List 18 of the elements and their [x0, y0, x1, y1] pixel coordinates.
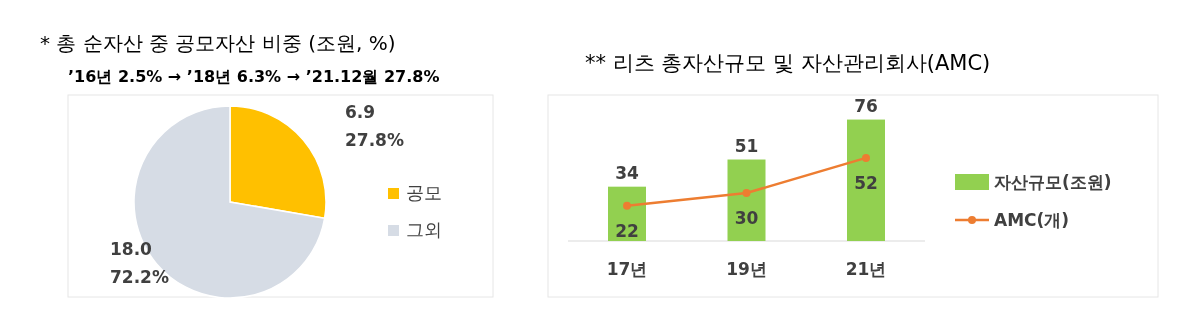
x-tick-label: 21년 [845, 259, 887, 279]
data-label: 34 [615, 162, 639, 183]
data-label: 52 [854, 172, 878, 193]
data-label: 6.9 27.8% [345, 102, 404, 150]
data-label: 76 [854, 95, 878, 116]
chart-title: * 총 순자산 중 공모자산 비중 (조원, %) [40, 31, 396, 55]
legend-label: 공모 [406, 182, 442, 203]
x-tick-label: 19년 [726, 259, 767, 279]
legend-label: AMC(개) [994, 210, 1070, 230]
chart-subtitle: ’16년 2.5% → ’18년 6.3% → ’21.12월 27.8% [68, 67, 440, 86]
legend-label: 자산규모(조원) [994, 172, 1112, 192]
chart-title: ** 리츠 총자산규모 및 자산관리회사(AMC) [585, 51, 991, 75]
data-label: 30 [734, 208, 759, 229]
x-tick-label: 17년 [606, 259, 648, 279]
data-label: 18.0 72.2% [110, 239, 169, 287]
legend-label: 그외 [406, 219, 442, 240]
data-label: 51 [734, 135, 759, 156]
data-label: 22 [615, 220, 639, 241]
